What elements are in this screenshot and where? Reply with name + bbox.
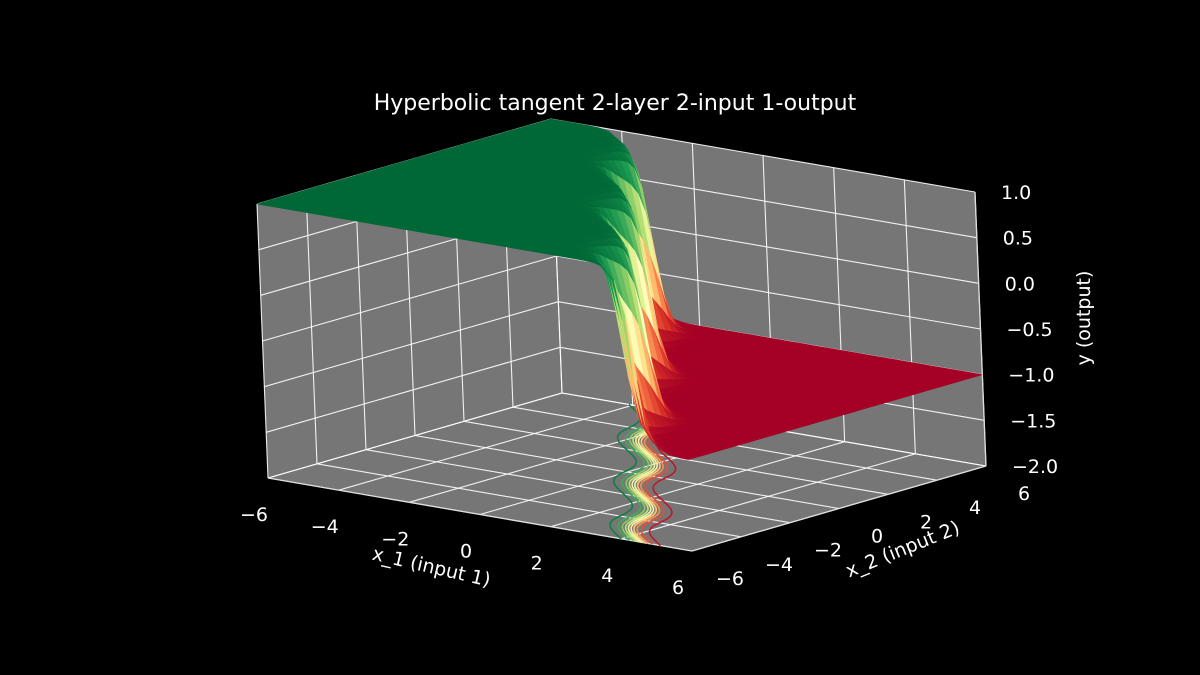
- z-axis-line: [974, 191, 987, 467]
- x-axis-line: [267, 477, 693, 552]
- y-axis-label: x_2 (input 2): [843, 517, 963, 583]
- grid-left-z: [267, 392, 563, 479]
- x-tick-label: −6: [240, 504, 268, 526]
- y-tick-label: 2: [920, 511, 932, 533]
- grid-floor-y: [316, 463, 742, 538]
- contour-line: [617, 405, 649, 541]
- z-tick-label: 1.0: [1001, 182, 1031, 204]
- x-tick-label: 2: [531, 553, 543, 575]
- z-tick-label: −1.5: [1010, 410, 1056, 432]
- surface: [256, 118, 983, 460]
- z-tick-label: −1.0: [1008, 365, 1054, 387]
- y-tick-label: −2: [814, 540, 842, 562]
- axis-edges: [267, 191, 987, 552]
- z-tick-label: −2.0: [1012, 456, 1058, 478]
- grid-floor-y: [414, 434, 840, 510]
- y-tick-label: 0: [871, 526, 883, 548]
- surface-patch: [678, 455, 696, 460]
- axis-ticks: −6 −4 −2 0 2 4 6 −6 −4 −2 0 2 4 6 −2.0 −1.5 −1.0 −0.5 0.0 0…: [240, 182, 1058, 599]
- contour-line: [609, 403, 641, 540]
- y-tick-label: −4: [765, 554, 793, 576]
- x-tick-label: −4: [311, 516, 339, 538]
- y-tick-label: 4: [969, 497, 981, 519]
- grid-back-z: [550, 118, 976, 193]
- z-tick-label: −0.5: [1007, 319, 1053, 341]
- x-tick-label: −2: [381, 528, 409, 550]
- z-tick-label: 0.0: [1005, 273, 1035, 295]
- x-tick-label: 0: [460, 541, 472, 563]
- grid-left-z: [264, 301, 559, 388]
- grid-left-z: [266, 346, 561, 433]
- contour-line: [621, 406, 654, 542]
- grid-left-z: [262, 255, 557, 342]
- z-axis-label: y (output): [1073, 271, 1095, 366]
- grid-floor-y: [463, 420, 889, 495]
- x-tick-label: 4: [601, 565, 613, 587]
- chart-title: Hyperbolic tangent 2-layer 2-input 1-out…: [374, 91, 857, 116]
- y-tick-label: −6: [716, 568, 744, 590]
- grid-floor-y: [365, 449, 791, 524]
- y-tick-label: 6: [1018, 483, 1030, 505]
- z-tick-label: 0.5: [1003, 228, 1033, 250]
- x-axis-label: x_1 (input 1): [370, 543, 493, 592]
- x-tick-label: 6: [672, 577, 684, 599]
- y-axis-line: [691, 465, 987, 552]
